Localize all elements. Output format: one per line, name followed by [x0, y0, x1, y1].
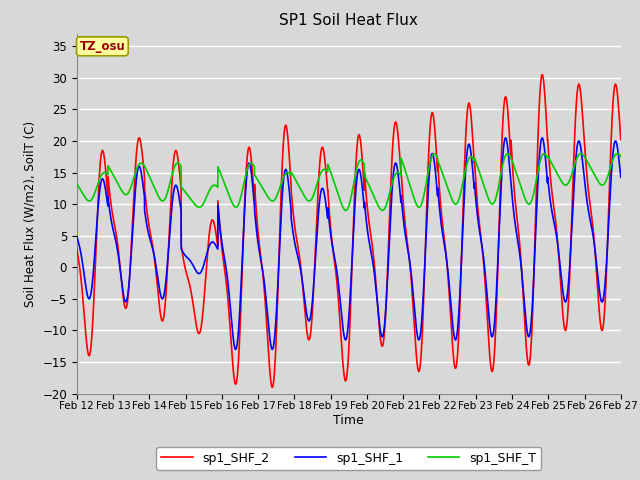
sp1_SHF_T	[370, 193, 378, 199]
sp1_SHF_2	[538, 72, 546, 78]
Title: SP1 Soil Heat Flux: SP1 Soil Heat Flux	[280, 13, 418, 28]
sp1_SHF_1	[73, 233, 81, 239]
sp1_SHF_2	[344, 365, 351, 371]
sp1_SHF_1	[617, 174, 625, 180]
sp1_SHF_2	[617, 137, 625, 143]
sp1_SHF_T	[597, 182, 605, 188]
sp1_SHF_2	[73, 246, 81, 252]
sp1_SHF_T	[86, 198, 93, 204]
sp1_SHF_1	[232, 347, 239, 352]
Line: sp1_SHF_T: sp1_SHF_T	[77, 154, 621, 210]
sp1_SHF_T	[446, 192, 454, 198]
Y-axis label: Soil Heat Flux (W/m2), SoilT (C): Soil Heat Flux (W/m2), SoilT (C)	[24, 120, 36, 307]
sp1_SHF_T	[617, 154, 625, 159]
sp1_SHF_T	[73, 181, 81, 187]
Legend: sp1_SHF_2, sp1_SHF_1, sp1_SHF_T: sp1_SHF_2, sp1_SHF_1, sp1_SHF_T	[156, 447, 541, 469]
Line: sp1_SHF_2: sp1_SHF_2	[77, 75, 621, 387]
sp1_SHF_1	[86, 295, 93, 301]
sp1_SHF_1	[446, 292, 454, 298]
sp1_SHF_2	[571, 137, 579, 143]
Line: sp1_SHF_1: sp1_SHF_1	[77, 138, 621, 349]
sp1_SHF_1	[597, 297, 605, 303]
Text: TZ_osu: TZ_osu	[79, 40, 125, 53]
sp1_SHF_1	[344, 328, 351, 334]
X-axis label: Time: Time	[333, 414, 364, 427]
sp1_SHF_2	[597, 324, 605, 330]
sp1_SHF_T	[344, 206, 351, 212]
sp1_SHF_T	[431, 151, 438, 156]
sp1_SHF_T	[571, 162, 579, 168]
sp1_SHF_1	[502, 135, 509, 141]
sp1_SHF_2	[269, 384, 276, 390]
sp1_SHF_1	[571, 175, 579, 180]
sp1_SHF_2	[446, 304, 454, 310]
sp1_SHF_T	[342, 207, 349, 213]
sp1_SHF_2	[86, 351, 93, 357]
sp1_SHF_1	[370, 268, 378, 274]
sp1_SHF_2	[370, 258, 378, 264]
